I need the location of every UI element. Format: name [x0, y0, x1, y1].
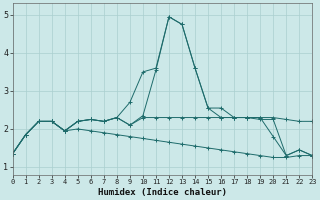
X-axis label: Humidex (Indice chaleur): Humidex (Indice chaleur)	[98, 188, 227, 197]
